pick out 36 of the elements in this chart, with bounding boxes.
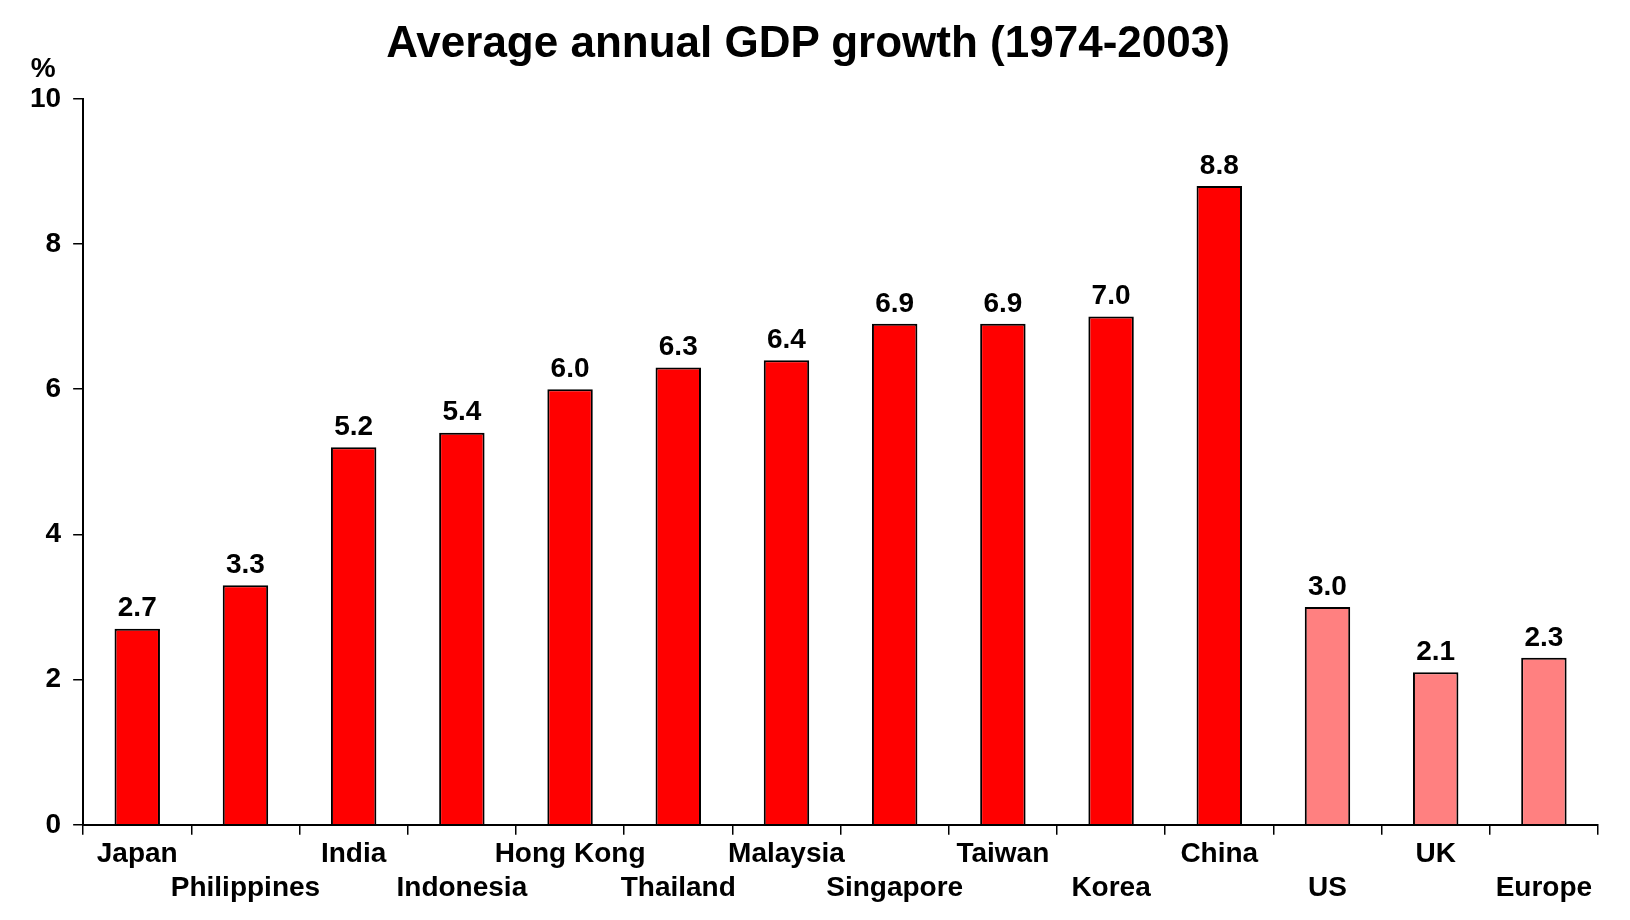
x-tick-label: US (1308, 870, 1347, 902)
x-tick-label: Japan (96, 837, 178, 869)
data-label: 7.0 (1091, 279, 1131, 311)
data-label: 2.3 (1524, 620, 1564, 652)
data-label: 6.9 (983, 286, 1023, 318)
x-tick-label: Singapore (826, 870, 964, 902)
y-tick-label: 4 (45, 517, 62, 549)
data-label: 3.0 (1308, 569, 1347, 601)
x-tick-label: Philippines (170, 870, 321, 902)
x-tick-label: Europe (1495, 870, 1593, 902)
y-tick-label: 10 (29, 81, 62, 113)
x-tick-label: Hong Kong (494, 837, 646, 869)
y-tick-label: 8 (45, 226, 62, 258)
y-tick-label: 0 (45, 807, 62, 839)
x-tick-label: Indonesia (396, 870, 528, 902)
x-tick-label: Malaysia (728, 837, 846, 869)
data-label: 2.1 (1416, 635, 1456, 667)
data-label: 6.3 (658, 330, 698, 362)
x-tick-label: UK (1415, 837, 1456, 869)
data-label: 6.4 (767, 322, 807, 354)
y-tick-label: 2 (45, 662, 62, 694)
y-axis-title: % (30, 51, 56, 83)
data-label: 6.9 (875, 286, 915, 318)
data-label: 5.2 (334, 410, 374, 441)
data-label: 6.0 (550, 351, 590, 383)
data-label: 8.8 (1199, 148, 1239, 180)
data-label: 5.4 (442, 395, 482, 427)
data-label: 2.7 (117, 591, 157, 623)
x-tick-label: India (320, 837, 387, 869)
x-tick-label: Korea (1071, 870, 1152, 902)
x-tick-label: Taiwan (956, 837, 1050, 869)
x-tick-label: China (1180, 837, 1259, 869)
x-tick-label: Thailand (620, 870, 736, 902)
y-tick-label: 6 (45, 371, 62, 403)
chart-title: Average annual GDP growth (1974-2003) (386, 16, 1230, 66)
data-label: 3.3 (225, 547, 265, 579)
